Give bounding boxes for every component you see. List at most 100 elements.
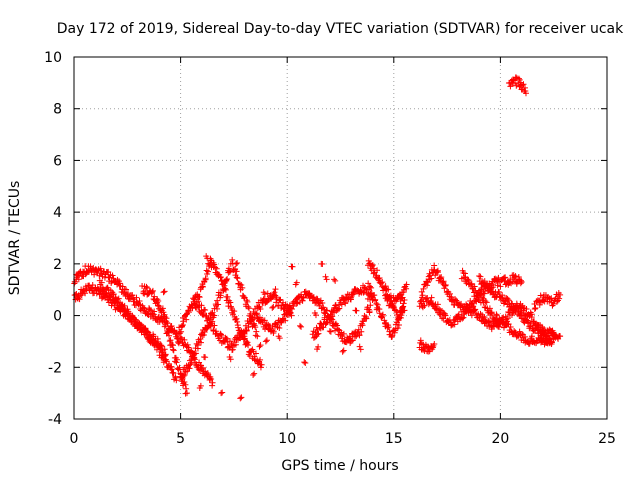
data-point	[283, 311, 290, 318]
data-point	[531, 305, 538, 312]
data-point	[391, 329, 398, 336]
data-point	[170, 370, 177, 377]
data-point	[120, 289, 127, 296]
data-point	[300, 294, 307, 301]
data-point	[162, 314, 169, 321]
data-point	[133, 294, 140, 301]
data-point	[346, 335, 353, 342]
data-point	[127, 316, 134, 323]
data-point	[338, 329, 345, 336]
data-point	[509, 300, 516, 307]
data-point	[293, 279, 300, 286]
data-point	[322, 273, 329, 280]
data-point	[512, 79, 519, 86]
data-point	[356, 332, 363, 339]
data-point	[331, 276, 338, 283]
data-point	[379, 279, 386, 286]
data-point	[233, 260, 240, 267]
data-point	[276, 324, 283, 331]
data-point	[382, 292, 389, 299]
data-point	[420, 285, 427, 292]
data-point	[515, 75, 522, 82]
data-point	[455, 311, 462, 318]
data-point	[400, 300, 407, 307]
data-point	[284, 307, 291, 314]
data-point	[263, 337, 270, 344]
data-point	[428, 275, 435, 282]
data-point	[464, 276, 471, 283]
data-point	[320, 324, 327, 331]
data-point	[371, 292, 378, 299]
data-point	[488, 284, 495, 291]
data-point	[488, 310, 495, 317]
data-point	[238, 394, 245, 401]
data-point	[376, 310, 383, 317]
data-point	[468, 281, 475, 288]
data-point	[198, 307, 205, 314]
data-point	[305, 291, 312, 298]
data-point	[243, 340, 250, 347]
data-point	[211, 312, 218, 319]
data-point	[191, 296, 198, 303]
data-point	[367, 302, 374, 309]
data-point	[403, 281, 410, 288]
data-point	[211, 261, 218, 268]
data-point	[399, 303, 406, 310]
data-point	[327, 314, 334, 321]
data-point	[468, 304, 475, 311]
data-point	[516, 76, 523, 83]
data-point	[200, 310, 207, 317]
data-point	[271, 321, 278, 328]
data-point	[149, 288, 156, 295]
data-point	[194, 342, 201, 349]
data-point	[329, 313, 336, 320]
data-point	[244, 298, 251, 305]
data-point	[237, 335, 244, 342]
data-point	[239, 284, 246, 291]
data-point	[549, 329, 556, 336]
data-point	[437, 275, 444, 282]
data-point	[520, 81, 527, 88]
data-point	[252, 350, 259, 357]
data-point	[351, 333, 358, 340]
data-point	[301, 359, 308, 366]
data-point	[209, 318, 216, 325]
data-point	[338, 301, 345, 308]
data-point	[144, 284, 151, 291]
data-point	[215, 301, 222, 308]
data-point	[486, 318, 493, 325]
data-point	[218, 332, 225, 339]
data-point	[161, 288, 168, 295]
data-point	[366, 308, 373, 315]
data-point	[522, 312, 529, 319]
data-point	[434, 269, 441, 276]
data-point	[468, 280, 475, 287]
data-point	[261, 291, 268, 298]
data-point	[225, 265, 232, 272]
data-point	[195, 298, 202, 305]
data-point	[493, 311, 500, 318]
data-point	[397, 297, 404, 304]
data-point	[431, 341, 438, 348]
data-point	[440, 315, 447, 322]
data-point	[160, 289, 167, 296]
data-point	[237, 395, 244, 402]
data-point	[257, 342, 264, 349]
data-point	[323, 307, 330, 314]
data-point	[507, 83, 514, 90]
data-point	[347, 335, 354, 342]
data-point	[425, 279, 432, 286]
data-point	[339, 348, 346, 355]
data-point	[285, 308, 292, 315]
data-point	[353, 307, 360, 314]
data-point	[155, 297, 162, 304]
data-point	[514, 304, 521, 311]
data-point	[76, 296, 83, 303]
data-point	[184, 341, 191, 348]
data-point	[159, 305, 166, 312]
data-point	[553, 298, 560, 305]
data-point	[476, 273, 483, 280]
data-point	[519, 81, 526, 88]
data-point	[197, 339, 204, 346]
y-tick-label: 0	[53, 309, 62, 325]
